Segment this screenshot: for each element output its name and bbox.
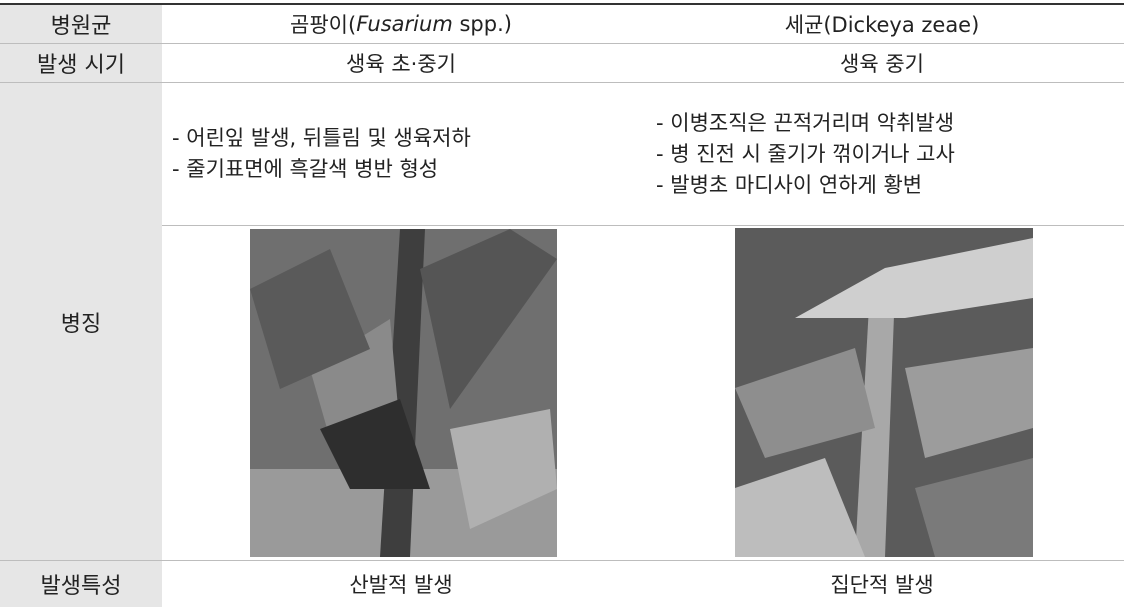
text: - 어린잎 발생, 뒤틀림 및 생육저하 (172, 126, 471, 150)
text: 곰팡이( (290, 13, 357, 37)
text: spp.) (452, 12, 512, 36)
symptom-list: - 어린잎 발생, 뒤틀림 및 생육저하 - 줄기표면에 흑갈색 병반 형성 (172, 83, 640, 225)
cell: 생육 중기 (840, 52, 924, 76)
text: - 병 진전 시 줄기가 꺾이거나 고사 (656, 141, 955, 166)
rule (162, 225, 1124, 226)
text: - 이병조직은 끈적거리며 악취발생 (656, 110, 955, 135)
photo (735, 228, 1033, 557)
cell: 집단적 발생 (830, 573, 934, 597)
cell: 생육 초·중기 (346, 52, 456, 76)
rule (0, 560, 1124, 561)
top-rule (0, 3, 1124, 5)
rule (0, 82, 1124, 83)
row-label: 병징 (0, 83, 162, 560)
text: - 발병초 마디사이 연하게 황변 (656, 172, 923, 197)
cell: 세균(Dickeya zeae) (784, 13, 980, 37)
row-label: 병원균 (0, 5, 162, 43)
text: Fusarium (356, 12, 453, 36)
cell: 산발적 발생 (349, 573, 453, 597)
row-label: 발생특성 (0, 561, 162, 607)
photo (250, 229, 557, 557)
rule (0, 43, 1124, 44)
cell: 곰팡이(Fusarium spp.) (162, 5, 640, 43)
text: - 줄기표면에 흑갈색 병반 형성 (172, 157, 439, 181)
row-label: 발생 시기 (0, 44, 162, 82)
symptom-list: - 이병조직은 끈적거리며 악취발생 - 병 진전 시 줄기가 꺾이거나 고사 … (656, 83, 1124, 225)
